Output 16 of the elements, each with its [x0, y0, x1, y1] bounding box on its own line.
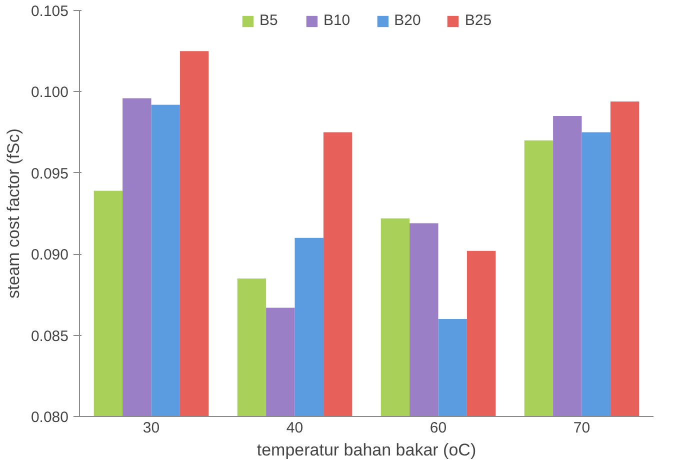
legend-label: B20 [394, 12, 421, 29]
x-tick-label: 70 [573, 420, 590, 436]
legend-label: B10 [323, 12, 350, 29]
y-tick-label: 0.105 [30, 3, 69, 20]
legend-label: B25 [464, 12, 492, 29]
x-tick-label: 40 [286, 420, 304, 436]
y-tick-label: 0.090 [30, 246, 69, 264]
y-tick-label: 0.085 [30, 328, 69, 345]
y-tick-label: 0.095 [30, 165, 69, 182]
y-tick-label: 0.080 [30, 409, 69, 426]
y-axis-title: steam cost factor (fSc) [4, 128, 23, 299]
legend-label: B5 [259, 12, 279, 29]
x-axis-title: temperatur bahan bakar (oC) [256, 440, 476, 460]
x-tick-label: 30 [142, 420, 160, 436]
x-tick-label: 60 [430, 420, 447, 436]
y-tick-label: 0.100 [30, 84, 69, 102]
